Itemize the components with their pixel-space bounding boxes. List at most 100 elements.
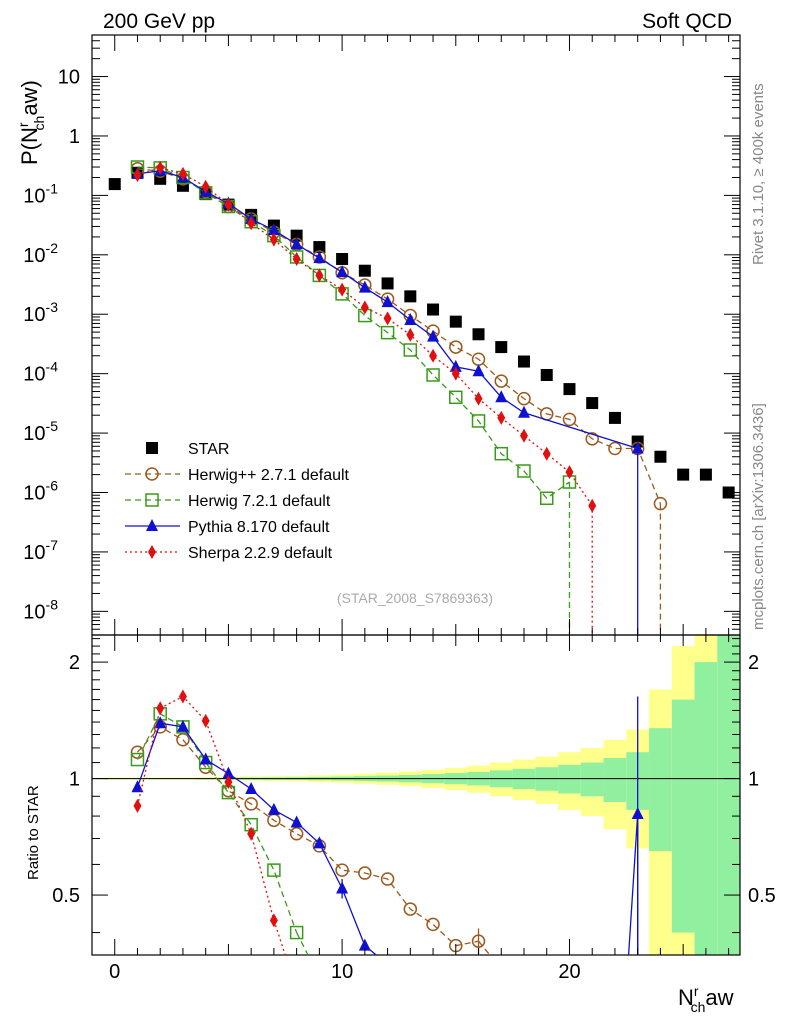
y-tick-label: 10-7 — [23, 537, 58, 564]
ratio-point — [267, 863, 281, 877]
legend-entry-2: Herwig 7.2.1 default — [125, 493, 331, 510]
y-title-main-sub: ch — [31, 116, 47, 131]
band-green-bin — [603, 758, 627, 802]
x-title-tail: aw — [705, 985, 733, 1010]
ratio-uncertainty-band — [103, 635, 740, 955]
y-tick-base: 10 — [23, 483, 45, 505]
data-point — [358, 264, 371, 277]
band-green-bin — [558, 764, 581, 794]
y-tick-exponent: -7 — [46, 537, 59, 553]
series-layer — [108, 160, 735, 956]
ratio-tick-label-left: 2 — [69, 652, 80, 674]
data-point — [315, 268, 324, 283]
y-tick-label: 10-5 — [23, 418, 58, 445]
data-point — [403, 343, 418, 357]
ratio-point — [336, 881, 349, 894]
legend-label: Sherpa 2.2.9 default — [188, 545, 333, 562]
legend-label: Herwig 7.2.1 default — [188, 493, 331, 510]
data-point — [133, 168, 142, 183]
legend-marker — [148, 545, 156, 559]
top-left-label: 200 GeV pp — [103, 10, 215, 33]
y-axis-title-main: P(Nrchaw) — [15, 80, 47, 165]
data-point — [474, 391, 483, 406]
data-point — [653, 496, 668, 511]
data-point — [429, 348, 438, 363]
data-point — [540, 368, 553, 381]
data-point — [290, 237, 303, 250]
data-point — [563, 383, 576, 396]
ratio-point — [201, 713, 210, 728]
ratio-point — [426, 917, 440, 932]
y-tick-base: 10 — [23, 245, 45, 267]
data-point — [472, 364, 485, 377]
y-tick-exponent: -4 — [46, 359, 59, 375]
y-axis-title-ratio: Ratio to STAR — [25, 785, 42, 880]
data-point — [495, 341, 508, 354]
data-point — [449, 315, 462, 328]
x-tick-label: 20 — [558, 961, 580, 983]
y-tick-label: 10-3 — [23, 299, 58, 326]
data-point — [449, 359, 462, 372]
svg-text:Nrchaw: Nr chaw — [678, 983, 734, 1015]
data-point — [380, 325, 395, 340]
ratio-series-4 — [133, 689, 286, 956]
data-point — [565, 465, 574, 480]
ratio-point — [289, 827, 304, 841]
ratio-point — [133, 798, 142, 813]
ratio-point — [631, 806, 644, 819]
data-point — [495, 390, 508, 403]
legend-entry-3: Pythia 8.170 default — [125, 519, 330, 536]
ratio-tick-label-left: 1 — [69, 769, 80, 791]
legend-label: Pythia 8.170 default — [188, 519, 330, 536]
data-point — [585, 432, 599, 446]
ratio-point — [313, 836, 326, 849]
data-point — [449, 340, 463, 354]
data-point — [338, 282, 347, 297]
y-tick-exponent: -8 — [46, 596, 59, 612]
ratio-point — [335, 863, 349, 877]
y-tick-exponent: -5 — [46, 418, 59, 434]
data-point — [608, 441, 622, 456]
ratio-tick-label-left: 0.5 — [52, 885, 80, 907]
ratio-tick-label-right: 1 — [748, 769, 759, 791]
x-axis-title: Nr chaw — [678, 983, 734, 1015]
data-point — [381, 295, 394, 308]
y-tick-label: 10-6 — [23, 478, 58, 505]
data-point — [269, 232, 278, 247]
legend-marker — [146, 519, 158, 531]
data-point — [406, 327, 415, 342]
data-point — [313, 241, 326, 254]
legend-entry-4: Sherpa 2.2.9 default — [125, 545, 333, 562]
y-tick-base: 10 — [23, 185, 45, 207]
y-tick-exponent: -6 — [46, 478, 59, 494]
y-tick-exponent: -2 — [46, 240, 59, 256]
y-tick-label: 10-1 — [23, 180, 58, 207]
ratio-point — [176, 719, 189, 732]
data-point — [542, 446, 551, 461]
band-green-bin — [649, 728, 672, 851]
data-point — [381, 277, 394, 290]
ratio-pythia-spike — [627, 696, 644, 956]
ratio-point — [222, 766, 235, 779]
ratio-point — [178, 689, 187, 704]
y-tick-base: 10 — [23, 542, 45, 564]
legend-marker — [145, 467, 159, 481]
y-title-main-tail: aw) — [17, 80, 42, 115]
legend-entry-1: Herwig++ 2.7.1 default — [125, 467, 350, 484]
legend-entry-0: STAR — [146, 441, 229, 458]
series-1 — [130, 162, 668, 635]
ratio-point — [176, 732, 190, 747]
data-point — [494, 446, 509, 461]
ratio-line — [136, 712, 298, 933]
data-point — [336, 253, 349, 266]
data-point — [677, 468, 690, 481]
legend: STAR Herwig++ 2.7.1 default Herwig 7.2.1 d… — [125, 441, 350, 562]
data-point — [404, 290, 417, 303]
band-green-bin — [717, 635, 740, 955]
data-point — [404, 312, 417, 325]
ratio-point — [358, 866, 372, 880]
band-green-bin — [580, 762, 604, 797]
analysis-label: (STAR_2008_S7869363) — [337, 590, 493, 606]
ratio-point — [403, 902, 418, 916]
